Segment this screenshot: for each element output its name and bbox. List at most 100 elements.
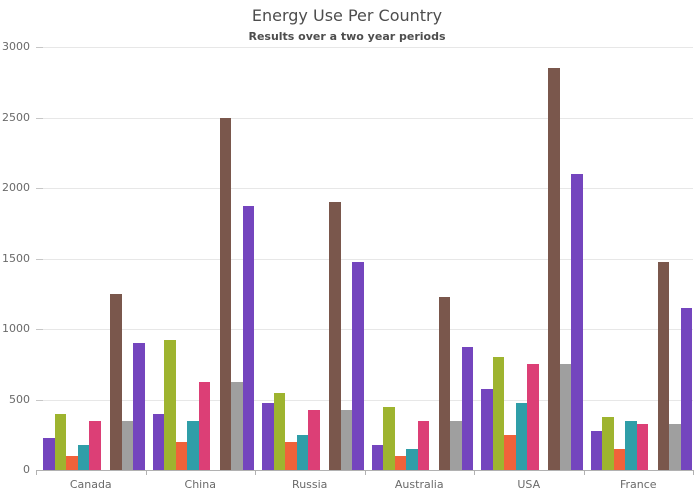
gridline-500 (36, 399, 693, 401)
y-axis-label-500: 500 (9, 392, 30, 406)
bar-olive-australia[interactable] (383, 406, 395, 470)
bar-orange-china[interactable] (175, 441, 187, 470)
bar-olive-canada[interactable] (54, 413, 66, 470)
bar-olive-china[interactable] (164, 339, 176, 470)
bar-gray-china[interactable] (231, 381, 243, 470)
gridline-3000 (36, 47, 693, 48)
bar-violet-2-usa[interactable] (571, 173, 583, 470)
bar-cluster-1-france (590, 417, 648, 470)
bar-pink-usa[interactable] (527, 364, 539, 470)
bar-gray-russia[interactable] (340, 410, 352, 470)
gridline-1500 (36, 258, 693, 260)
bar-group-usa (474, 47, 584, 470)
x-axis-tick (364, 470, 366, 475)
bar-brown-france[interactable] (657, 262, 669, 470)
x-axis-tick (474, 470, 475, 475)
bar-brown-australia[interactable] (438, 297, 450, 470)
bar-group-canada (36, 47, 146, 470)
x-axis-tick (145, 470, 147, 475)
y-axis-label-3000: 3000 (2, 40, 30, 53)
bar-gray-usa[interactable] (559, 364, 571, 470)
bar-olive-russia[interactable] (273, 392, 285, 470)
chart-subtitle: Results over a two year periods (248, 30, 446, 43)
bar-teal-russia[interactable] (296, 434, 308, 470)
bar-brown-canada[interactable] (110, 293, 122, 470)
bar-violet-china[interactable] (152, 413, 164, 470)
x-axis-label-canada: Canada (69, 478, 112, 491)
x-axis-label-france: France (619, 478, 657, 491)
bar-gray-australia[interactable] (450, 420, 462, 470)
y-axis-tick-1000 (36, 329, 43, 330)
bar-olive-france[interactable] (602, 417, 614, 470)
bar-teal-china[interactable] (187, 420, 199, 470)
bar-olive-usa[interactable] (492, 357, 504, 470)
x-axis-tick (36, 470, 37, 475)
bar-cluster-1-canada (43, 413, 101, 470)
y-axis-label-1500: 1500 (2, 251, 30, 265)
bar-cluster-1-russia (262, 392, 320, 470)
bar-orange-usa[interactable] (504, 434, 516, 470)
bar-brown-china[interactable] (219, 117, 231, 470)
bar-orange-france[interactable] (613, 448, 625, 470)
bar-cluster-2-usa (548, 68, 583, 470)
x-axis-tick (255, 470, 256, 475)
bar-group-russia (255, 47, 365, 470)
bar-teal-canada[interactable] (77, 445, 89, 470)
y-axis-tick-3000 (36, 47, 43, 48)
bar-pink-australia[interactable] (417, 420, 429, 470)
bar-violet-france[interactable] (590, 431, 602, 470)
bar-group-france (584, 47, 694, 470)
bar-pink-france[interactable] (636, 424, 648, 470)
bar-orange-australia[interactable] (394, 455, 406, 470)
bar-cluster-2-china (219, 117, 254, 470)
bar-violet-2-france[interactable] (680, 307, 692, 470)
bar-orange-canada[interactable] (66, 455, 78, 470)
gridline-2500 (36, 117, 693, 119)
bar-gray-canada[interactable] (121, 420, 133, 470)
bar-pink-russia[interactable] (308, 410, 320, 470)
bar-violet-canada[interactable] (43, 438, 55, 470)
x-axis-label-china: China (184, 478, 216, 491)
bar-violet-2-china[interactable] (242, 205, 254, 470)
x-axis-label-russia: Russia (292, 478, 328, 491)
bar-teal-australia[interactable] (406, 448, 418, 470)
bar-pink-china[interactable] (198, 381, 210, 470)
bar-brown-russia[interactable] (329, 202, 341, 470)
bar-violet-australia[interactable] (371, 445, 383, 470)
bar-cluster-2-russia (329, 202, 364, 470)
bar-teal-usa[interactable] (515, 403, 527, 470)
bar-gray-france[interactable] (669, 424, 681, 470)
bar-cluster-2-australia (438, 297, 473, 470)
y-axis-label-2000: 2000 (2, 181, 30, 194)
bar-cluster-1-china (152, 339, 210, 470)
bar-cluster-1-australia (371, 406, 429, 470)
bar-cluster-2-france (657, 262, 692, 470)
y-axis-label-2500: 2500 (2, 110, 30, 124)
bar-cluster-2-canada (110, 293, 145, 470)
chart-title: Energy Use Per Country (251, 6, 443, 25)
plot-area: 0 500 1000 1500 2000 2500 3000 Canada China Russi… (2, 40, 694, 491)
bar-group-australia (365, 47, 475, 470)
x-axis-label-usa: USA (517, 478, 541, 491)
bar-brown-usa[interactable] (548, 68, 560, 470)
y-axis-tick-2000 (36, 188, 43, 189)
y-axis-label-0: 0 (23, 463, 30, 476)
bar-violet-usa[interactable] (481, 388, 493, 470)
bar-group-china (146, 47, 256, 470)
bar-violet-2-canada[interactable] (133, 343, 145, 470)
bar-cluster-1-usa (481, 357, 539, 470)
bar-pink-canada[interactable] (89, 420, 101, 470)
gridline-1000 (36, 329, 693, 330)
x-axis-label-australia: Australia (394, 478, 444, 491)
y-axis-tick-2500 (36, 117, 43, 119)
bar-violet-russia[interactable] (262, 403, 274, 470)
y-axis-tick-1500 (36, 258, 43, 260)
bar-teal-france[interactable] (625, 420, 637, 470)
x-axis-tick (583, 470, 585, 475)
bar-violet-2-australia[interactable] (461, 346, 473, 470)
y-axis-label-1000: 1000 (2, 322, 30, 335)
bar-violet-2-russia[interactable] (352, 262, 364, 470)
gridline-2000 (36, 188, 693, 189)
bar-orange-russia[interactable] (285, 441, 297, 470)
